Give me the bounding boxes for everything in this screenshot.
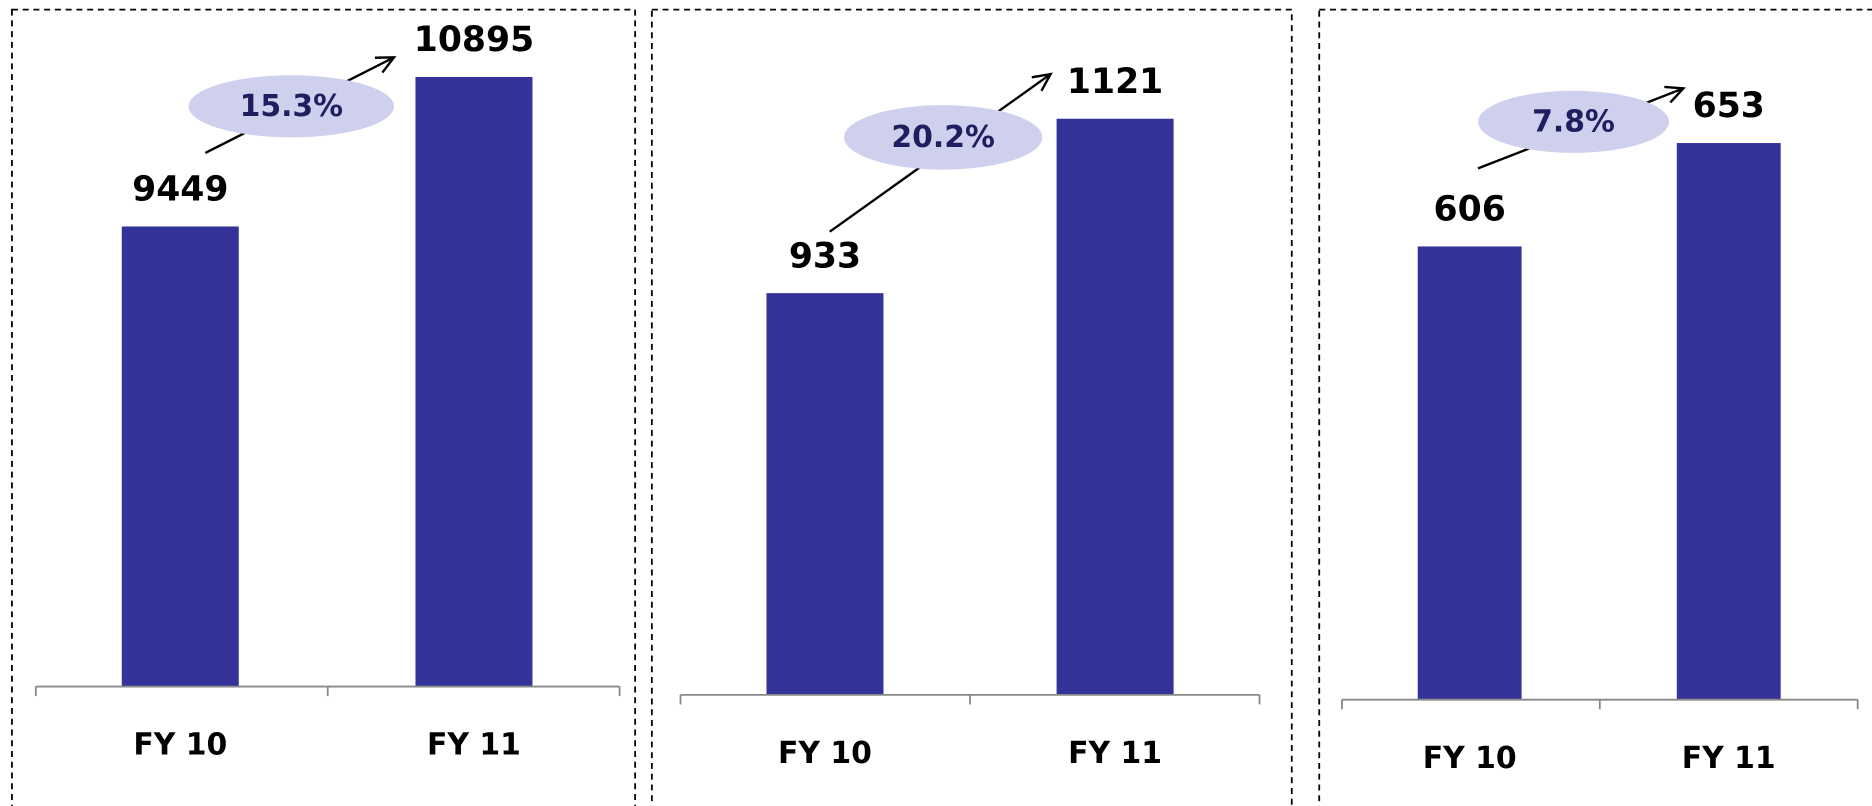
- value-label: 933: [789, 236, 861, 276]
- x-tick-label: FY 10: [133, 728, 227, 763]
- growth-bubble: [1478, 90, 1670, 153]
- bar: [1417, 246, 1522, 700]
- x-tick-label: FY 11: [427, 728, 521, 763]
- x-tick-label: FY 11: [1682, 741, 1776, 776]
- x-tick-label: FY 10: [778, 736, 872, 771]
- bar: [121, 226, 239, 687]
- x-tick-label: FY 10: [1423, 741, 1517, 776]
- value-label: 606: [1434, 190, 1506, 230]
- value-label: 653: [1693, 86, 1765, 126]
- arrow-head: [1031, 72, 1053, 92]
- arrow-head: [374, 56, 397, 74]
- growth-bubble: [844, 105, 1043, 170]
- bar: [1056, 118, 1174, 695]
- x-tick-label: FY 11: [1068, 736, 1162, 771]
- bar: [415, 76, 533, 687]
- panel-border: [650, 8, 1293, 806]
- growth-label: 7.8%: [1532, 105, 1615, 140]
- value-label: 9449: [132, 170, 228, 210]
- growth-label: 15.3%: [240, 89, 343, 124]
- value-label: 1121: [1067, 62, 1163, 102]
- value-label: 10895: [414, 20, 534, 60]
- bar: [766, 293, 884, 695]
- arrow-head: [1664, 85, 1686, 104]
- panel-border: [11, 8, 637, 806]
- growth-bubble: [188, 75, 394, 138]
- bar: [1676, 143, 1781, 700]
- growth-label: 20.2%: [891, 120, 994, 155]
